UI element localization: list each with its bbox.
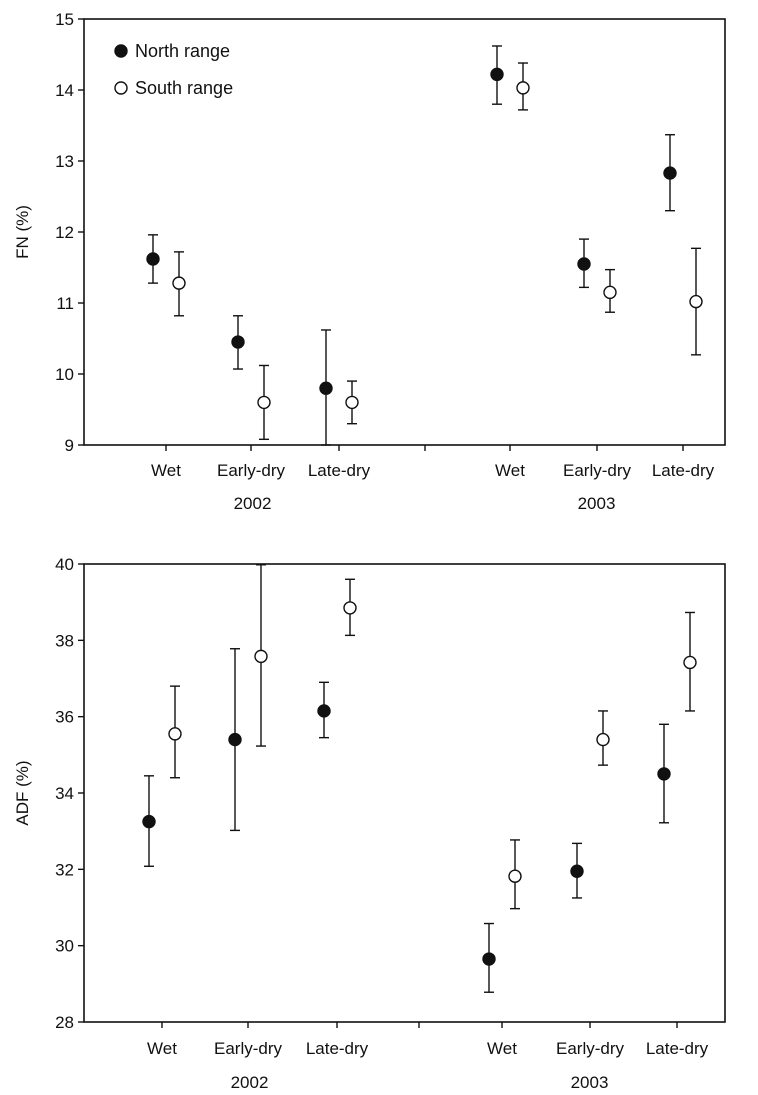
y-tick-label: 32	[55, 860, 74, 879]
y-tick-label: 9	[65, 436, 74, 455]
south-point	[345, 395, 359, 410]
y-tick-label: 15	[55, 10, 74, 29]
x-category-label: Wet	[151, 461, 181, 480]
y-tick-label: 36	[55, 708, 74, 727]
x-category-label: Early-dry	[217, 461, 286, 480]
south-point	[596, 732, 610, 747]
y-tick-label: 10	[55, 365, 74, 384]
x-group-label: 2003	[571, 1073, 609, 1092]
x-category-label: Late-dry	[308, 461, 371, 480]
legend-south-marker	[114, 81, 128, 95]
north-point	[231, 335, 245, 349]
north-point	[228, 732, 242, 747]
x-category-label: Late-dry	[306, 1039, 369, 1058]
x-group-label: 2003	[578, 494, 616, 513]
legend-north-label: North range	[135, 41, 230, 61]
x-category-label: Wet	[147, 1039, 177, 1058]
y-tick-label: 40	[55, 555, 74, 574]
x-category-label: Late-dry	[646, 1039, 709, 1058]
y-tick-label: 12	[55, 223, 74, 242]
south-point	[508, 869, 522, 883]
south-point	[683, 655, 697, 670]
north-point	[577, 257, 591, 271]
south-point	[516, 81, 530, 95]
x-group-label: 2002	[234, 494, 272, 513]
fn-panel: 9 10 11 12 13 14 15 Wet Early-dry Late-dry Wet Earl…	[13, 10, 726, 513]
x-category-label: Early-dry	[214, 1039, 283, 1058]
y-axis-label: FN (%)	[13, 205, 32, 259]
y-tick-label: 28	[55, 1013, 74, 1032]
legend-north-marker	[114, 44, 128, 58]
y-tick-label: 13	[55, 152, 74, 171]
north-point	[146, 252, 160, 266]
x-group-label: 2002	[231, 1073, 269, 1092]
north-point	[657, 767, 671, 781]
x-category-label: Wet	[487, 1039, 517, 1058]
x-category-label: Early-dry	[556, 1039, 625, 1058]
south-point	[254, 649, 268, 664]
south-point	[257, 395, 271, 410]
y-tick-label: 14	[55, 81, 74, 100]
y-tick-label: 11	[56, 294, 74, 313]
plot-frame	[83, 563, 726, 1023]
north-point	[319, 381, 333, 395]
north-point	[663, 166, 677, 180]
south-point	[168, 727, 182, 741]
north-point	[142, 814, 156, 829]
x-category-label: Late-dry	[652, 461, 715, 480]
y-tick-label: 38	[55, 631, 74, 650]
north-point	[317, 704, 331, 718]
y-axis-label: ADF (%)	[13, 760, 32, 825]
x-category-label: Wet	[495, 461, 525, 480]
north-point	[570, 864, 584, 878]
y-tick-label: 34	[55, 784, 74, 803]
x-category-label: Early-dry	[563, 461, 632, 480]
adf-panel: 28 30 32 34 36 38 40 Wet Early-dry Late-dry Wet Ear…	[13, 555, 726, 1092]
north-point	[482, 952, 496, 966]
north-point	[490, 67, 504, 82]
south-point	[343, 601, 357, 615]
south-point	[172, 276, 186, 290]
legend-south-label: South range	[135, 78, 233, 98]
south-point	[689, 294, 703, 309]
south-point	[603, 285, 617, 300]
y-tick-label: 30	[55, 937, 74, 956]
